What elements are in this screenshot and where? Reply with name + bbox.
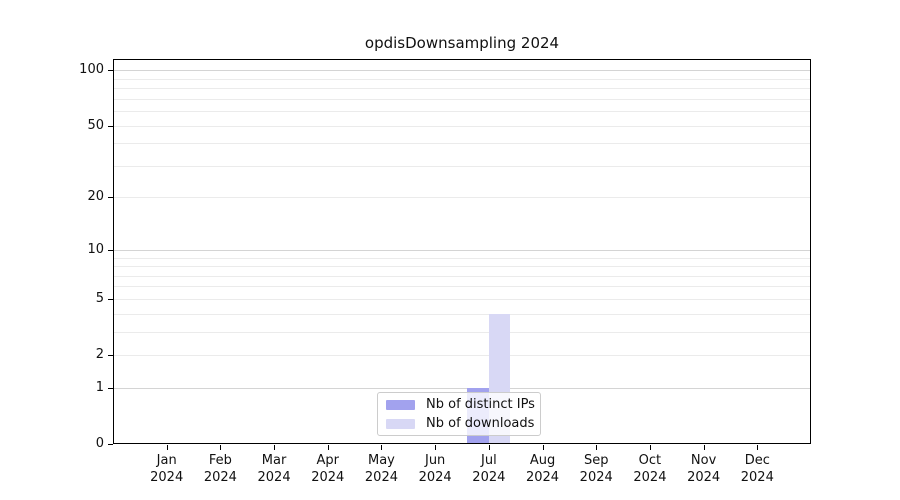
legend-swatch-distinct-ips [386,399,415,410]
x-tick-label-year: 2024 [418,470,452,485]
y-tick-label: 10 [87,241,104,257]
y-tick-label: 50 [87,117,104,133]
x-tick-label-month: Dec [744,453,770,468]
y-tick [108,444,113,445]
x-tick-label-year: 2024 [472,470,506,485]
legend-swatch-downloads [386,418,415,429]
gridline-minor [114,355,810,356]
gridline-minor [114,143,810,144]
y-tick-label: 0 [95,436,104,451]
y-tick-label: 100 [79,62,104,78]
y-tick-label: 1 [95,379,104,395]
x-tick-label-year: 2024 [633,470,667,485]
x-tick-label: Feb 2024 [180,452,260,486]
x-tick-label-month: Oct [638,453,662,468]
gridline-major [114,70,810,71]
gridline-minor [114,197,810,198]
gridline-minor [114,299,810,300]
x-tick-label: Aug 2024 [503,452,583,486]
x-tick-label: Mar 2024 [234,452,314,486]
gridline-minor [114,126,810,127]
legend-item: Nb of downloads [378,415,540,431]
x-tick-label-month: Mar [261,453,287,468]
x-tick-label-year: 2024 [203,470,237,485]
x-tick-label-year: 2024 [740,470,774,485]
x-tick-label-year: 2024 [257,470,291,485]
x-tick [542,445,544,450]
x-tick-label-year: 2024 [364,470,398,485]
y-tick [108,355,113,356]
gridline-minor [114,99,810,100]
x-tick-label-month: Feb [208,453,232,468]
x-tick-label: Jun 2024 [395,452,475,486]
x-tick-label-month: Apr [316,453,340,468]
legend: Nb of distinct IPs Nb of downloads [377,392,541,436]
x-tick-label: Oct 2024 [610,452,690,486]
gridline-minor [114,258,810,259]
y-tick [108,299,113,300]
x-tick-label-year: 2024 [579,470,613,485]
legend-label: Nb of downloads [426,415,535,431]
chart-title: opdisDownsampling 2024 [364,34,560,52]
legend-item: Nb of distinct IPs [378,396,540,412]
x-tick-label-month: Sep [583,453,609,468]
gridline-minor [114,111,810,112]
y-tick [108,388,113,389]
x-tick-label: Sep 2024 [556,452,636,486]
gridline-minor [114,166,810,167]
x-tick-label-year: 2024 [525,470,560,485]
x-tick [757,445,759,450]
x-tick-label: May 2024 [341,452,421,486]
legend-label: Nb of distinct IPs [426,396,535,412]
x-tick-label-year: 2024 [687,470,721,485]
x-tick [274,445,276,450]
x-tick-label-month: May [368,453,395,468]
y-tick-label: 20 [87,189,104,205]
x-tick [327,445,329,450]
x-tick [166,445,168,450]
gridline-minor [114,88,810,89]
x-tick-label-month: Aug [529,453,556,468]
x-tick-label: Apr 2024 [288,452,368,486]
x-tick [220,445,222,450]
gridline-minor [114,286,810,287]
x-tick-label: Nov 2024 [664,452,744,486]
x-tick-label-year: 2024 [150,470,184,485]
y-tick [108,197,113,198]
x-tick-label-month: Jan [156,453,177,468]
x-tick [381,445,383,450]
x-tick-label-month: Jul [481,453,497,468]
y-tick [108,126,113,127]
x-tick [435,445,437,450]
x-tick-label-month: Nov [690,453,717,468]
gridline-minor [114,79,810,80]
gridline-major [114,388,810,389]
y-tick-label: 5 [95,290,104,306]
x-tick-label-year: 2024 [311,470,345,485]
x-tick-label: Jul 2024 [449,452,529,486]
x-tick [649,445,651,450]
gridline-minor [114,314,810,315]
y-tick-label: 2 [95,347,104,363]
x-tick [488,445,490,450]
gridline-minor [114,332,810,333]
gridline-minor [114,266,810,267]
x-tick-label-month: Jun [424,453,446,468]
plot-border [113,59,811,444]
x-tick [596,445,598,450]
x-tick-label: Jan 2024 [127,452,207,486]
gridline-major [114,250,810,251]
x-tick [703,445,705,450]
y-tick [108,70,113,71]
gridline-minor [114,276,810,277]
y-tick [108,250,113,251]
x-tick-label: Dec 2024 [717,452,797,486]
